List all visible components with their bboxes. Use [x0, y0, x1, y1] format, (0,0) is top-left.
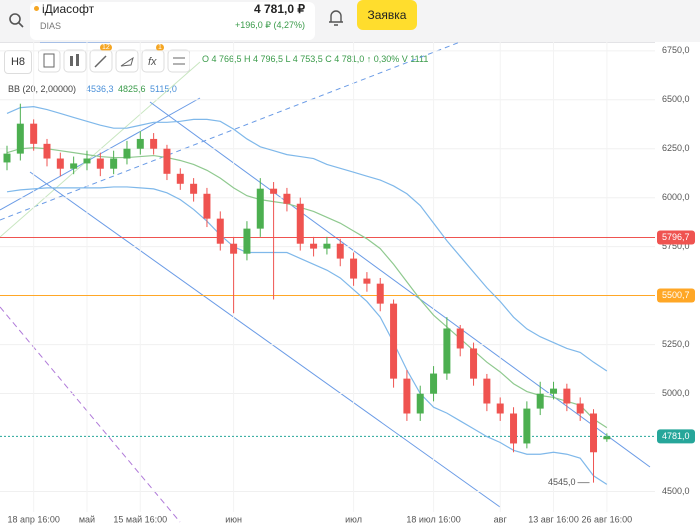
y-tick-label: 6250,0: [662, 143, 690, 153]
level-tag: [657, 429, 695, 444]
bb-line: [6, 147, 608, 429]
price: 4 781,0 ₽: [253, 2, 305, 16]
x-tick-label: 26 авг 16:00: [582, 514, 633, 524]
candle-body: [43, 143, 51, 159]
candle-body: [470, 348, 478, 379]
change: +196,0 ₽ (4,27%): [234, 20, 305, 30]
candle-body: [430, 373, 438, 394]
candle-body: [216, 218, 224, 244]
candle-body: [550, 388, 558, 394]
candle-body: [270, 188, 278, 194]
candle-body: [456, 328, 464, 349]
badge: 12: [100, 44, 112, 51]
candle-body: [310, 243, 318, 249]
instrument-card[interactable]: [30, 2, 315, 40]
candle-body: [523, 408, 531, 444]
search-icon[interactable]: [8, 12, 24, 28]
candle-body: [203, 193, 211, 219]
candle-body: [70, 163, 78, 169]
ticker: DIAS: [40, 21, 62, 31]
status-dot: [34, 6, 39, 11]
trend-lines: [0, 42, 651, 523]
bell-icon[interactable]: [327, 8, 345, 28]
candle-body: [363, 278, 371, 284]
x-tick-label: май: [79, 514, 95, 524]
bb-middle: 4825,6: [118, 84, 146, 94]
bb-line: [6, 106, 608, 372]
instrument-name: іДиасофт: [42, 2, 95, 16]
level-label: 5500,7: [662, 290, 690, 300]
x-tick-label: 15 май 16:00: [113, 514, 167, 524]
candle-body: [296, 203, 304, 244]
candle-body: [243, 228, 251, 254]
x-tick-label: 13 авг 16:00: [528, 514, 579, 524]
candle-body: [483, 378, 491, 404]
candle-body: [176, 173, 184, 184]
candle-body: [336, 243, 344, 259]
level-tag: [657, 230, 695, 245]
y-tick-label: 4500,0: [662, 486, 690, 496]
chart: 6750,0 6500,0 6250,0 6000,0 5750,0 5250,0 5000…: [0, 42, 700, 532]
order-button[interactable]: Заявка: [357, 0, 417, 30]
candle-body: [376, 283, 384, 304]
x-tick-label: июн: [225, 514, 242, 524]
candle-body: [163, 148, 171, 174]
candle-body: [150, 138, 158, 149]
candle-body: [96, 158, 104, 169]
svg-text:fx: fx: [148, 56, 157, 68]
candle-body: [590, 413, 598, 453]
candle-body: [230, 243, 238, 254]
candle-body: [256, 188, 264, 229]
candle-body: [576, 403, 584, 414]
candle-body: [390, 303, 398, 379]
candle-body: [496, 403, 504, 414]
candle-body: [443, 328, 451, 374]
candle-body: [323, 243, 331, 249]
y-tick-label: 6000,0: [662, 192, 690, 202]
bb-upper: 5115,0: [150, 84, 177, 94]
candle-body: [350, 258, 358, 279]
top-bar: іДиасофт DIAS 4 781,0 ₽ +196,0 ₽ (4,27%)…: [0, 0, 700, 43]
bb-legend: BB (20, 2,00000): [8, 84, 77, 94]
candle-body: [563, 388, 571, 404]
x-tick-label: авг: [494, 514, 508, 524]
level-label: 5796,7: [662, 232, 690, 242]
bb-lower: 4536,3: [86, 84, 114, 94]
candle-body: [136, 138, 144, 149]
x-tick-label: 18 июл 16:00: [406, 514, 460, 524]
candle-body: [416, 393, 424, 414]
candle-body: [3, 153, 11, 163]
level-label: 4781,0: [662, 431, 690, 441]
y-tick-label: 6750,0: [662, 45, 690, 55]
y-tick-label: 5000,0: [662, 388, 690, 398]
y-tick-label: 5250,0: [662, 339, 690, 349]
tool-icons[interactable]: fx: [38, 48, 190, 74]
ohlc-legend: O 4 766,5 H 4 796,5 L 4 753,5 C 4 781,0 …: [202, 54, 429, 64]
candle-body: [83, 158, 91, 164]
candle-body: [536, 393, 544, 409]
candle-body: [190, 183, 198, 194]
candle-body: [603, 436, 611, 440]
price-axis: [655, 42, 700, 532]
candle-body: [16, 123, 24, 154]
x-tick-label: июл: [345, 514, 362, 524]
y-tick-label: 6500,0: [662, 94, 690, 104]
candle-body: [283, 193, 291, 204]
candle-body: [510, 413, 518, 444]
bb-line: [6, 186, 608, 485]
y-tick-label: 5750,0: [662, 241, 690, 251]
candle-body: [403, 378, 411, 414]
badge: 1: [156, 44, 164, 51]
candle-body: [56, 158, 64, 169]
level-tag: [657, 288, 695, 303]
candle-body: [123, 148, 131, 159]
candle-body: [30, 123, 38, 144]
candle-body: [110, 158, 118, 169]
annotation-label: 4545,0: [548, 477, 576, 487]
x-tick-label: 18 апр 16:00: [7, 514, 59, 524]
